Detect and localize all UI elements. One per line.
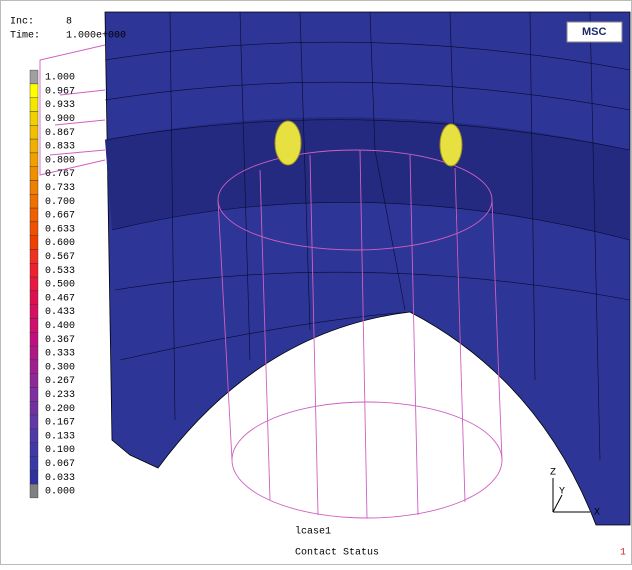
legend-swatch [30,236,38,250]
legend-swatch [30,443,38,457]
logo: MSC [582,26,607,38]
legend-label: 0.533 [45,266,75,277]
case-name: lcase1 [295,526,331,538]
legend-label: 0.767 [45,169,75,180]
legend-swatch [30,222,38,236]
legend-swatch [30,277,38,291]
legend-swatch [30,139,38,153]
legend-label: 0.900 [45,114,75,125]
legend-swatch [30,429,38,443]
result-title: Contact Status [295,548,379,559]
inc-label: Inc: [10,17,34,28]
legend-label: 0.667 [45,211,75,222]
legend-swatch [30,98,38,112]
legend-swatch [30,250,38,264]
legend-label: 0.600 [45,238,75,249]
legend-label: 0.700 [45,197,75,208]
legend-swatch [30,112,38,126]
legend-label: 0.500 [45,280,75,291]
legend-swatch [30,457,38,471]
legend-swatch [30,470,38,484]
legend-label: 0.167 [45,418,75,429]
frame-number: 1 [620,548,626,559]
legend-swatch [30,70,38,84]
legend-swatch [30,291,38,305]
legend-swatch [30,84,38,98]
legend-label: 0.133 [45,431,75,442]
legend-label: 0.033 [45,473,75,484]
legend-label: 0.000 [45,487,75,498]
legend: 1.000 0.967 0.933 0.900 0.867 0.833 0.800 0.767… [30,70,75,498]
time-value: 1.000e+000 [66,31,126,42]
contact-patch [275,121,301,165]
legend-swatch [30,153,38,167]
legend-label: 0.233 [45,390,75,401]
contact-patch [440,124,462,166]
legend-label: 0.333 [45,349,75,360]
legend-label: 0.200 [45,404,75,415]
legend-swatch [30,167,38,181]
legend-label: 0.633 [45,224,75,235]
legend-label: 0.367 [45,335,75,346]
legend-swatch [30,208,38,222]
legend-label: 0.833 [45,142,75,153]
legend-label: 0.300 [45,362,75,373]
axis-z: Z [550,468,556,479]
legend-swatch [30,263,38,277]
legend-swatch [30,346,38,360]
inc-value: 8 [66,17,72,28]
legend-swatch [30,181,38,195]
legend-label: 0.267 [45,376,75,387]
legend-swatch [30,415,38,429]
legend-swatch [30,360,38,374]
legend-label: 0.467 [45,293,75,304]
axis-x: X [594,508,600,519]
legend-label: 1.000 [45,73,75,84]
legend-label: 0.967 [45,86,75,97]
legend-label: 0.433 [45,307,75,318]
legend-label: 0.067 [45,459,75,470]
legend-swatch [30,194,38,208]
legend-swatch [30,401,38,415]
legend-swatch [30,374,38,388]
time-label: Time: [10,30,40,42]
legend-label: 0.933 [45,100,75,111]
legend-label: 0.733 [45,183,75,194]
legend-label: 0.800 [45,155,75,166]
legend-swatch [30,319,38,333]
legend-swatch [30,305,38,319]
axis-y: Y [559,487,565,498]
legend-label: 0.867 [45,128,75,139]
legend-swatch [30,484,38,498]
viewport: Inc: 8 Time: 1.000e+000 MSC 1.000 0.967 0.… [0,0,632,565]
legend-swatch [30,388,38,402]
legend-swatch [30,125,38,139]
legend-label: 0.567 [45,252,75,263]
legend-label: 0.400 [45,321,75,332]
legend-swatch [30,332,38,346]
legend-label: 0.100 [45,445,75,456]
